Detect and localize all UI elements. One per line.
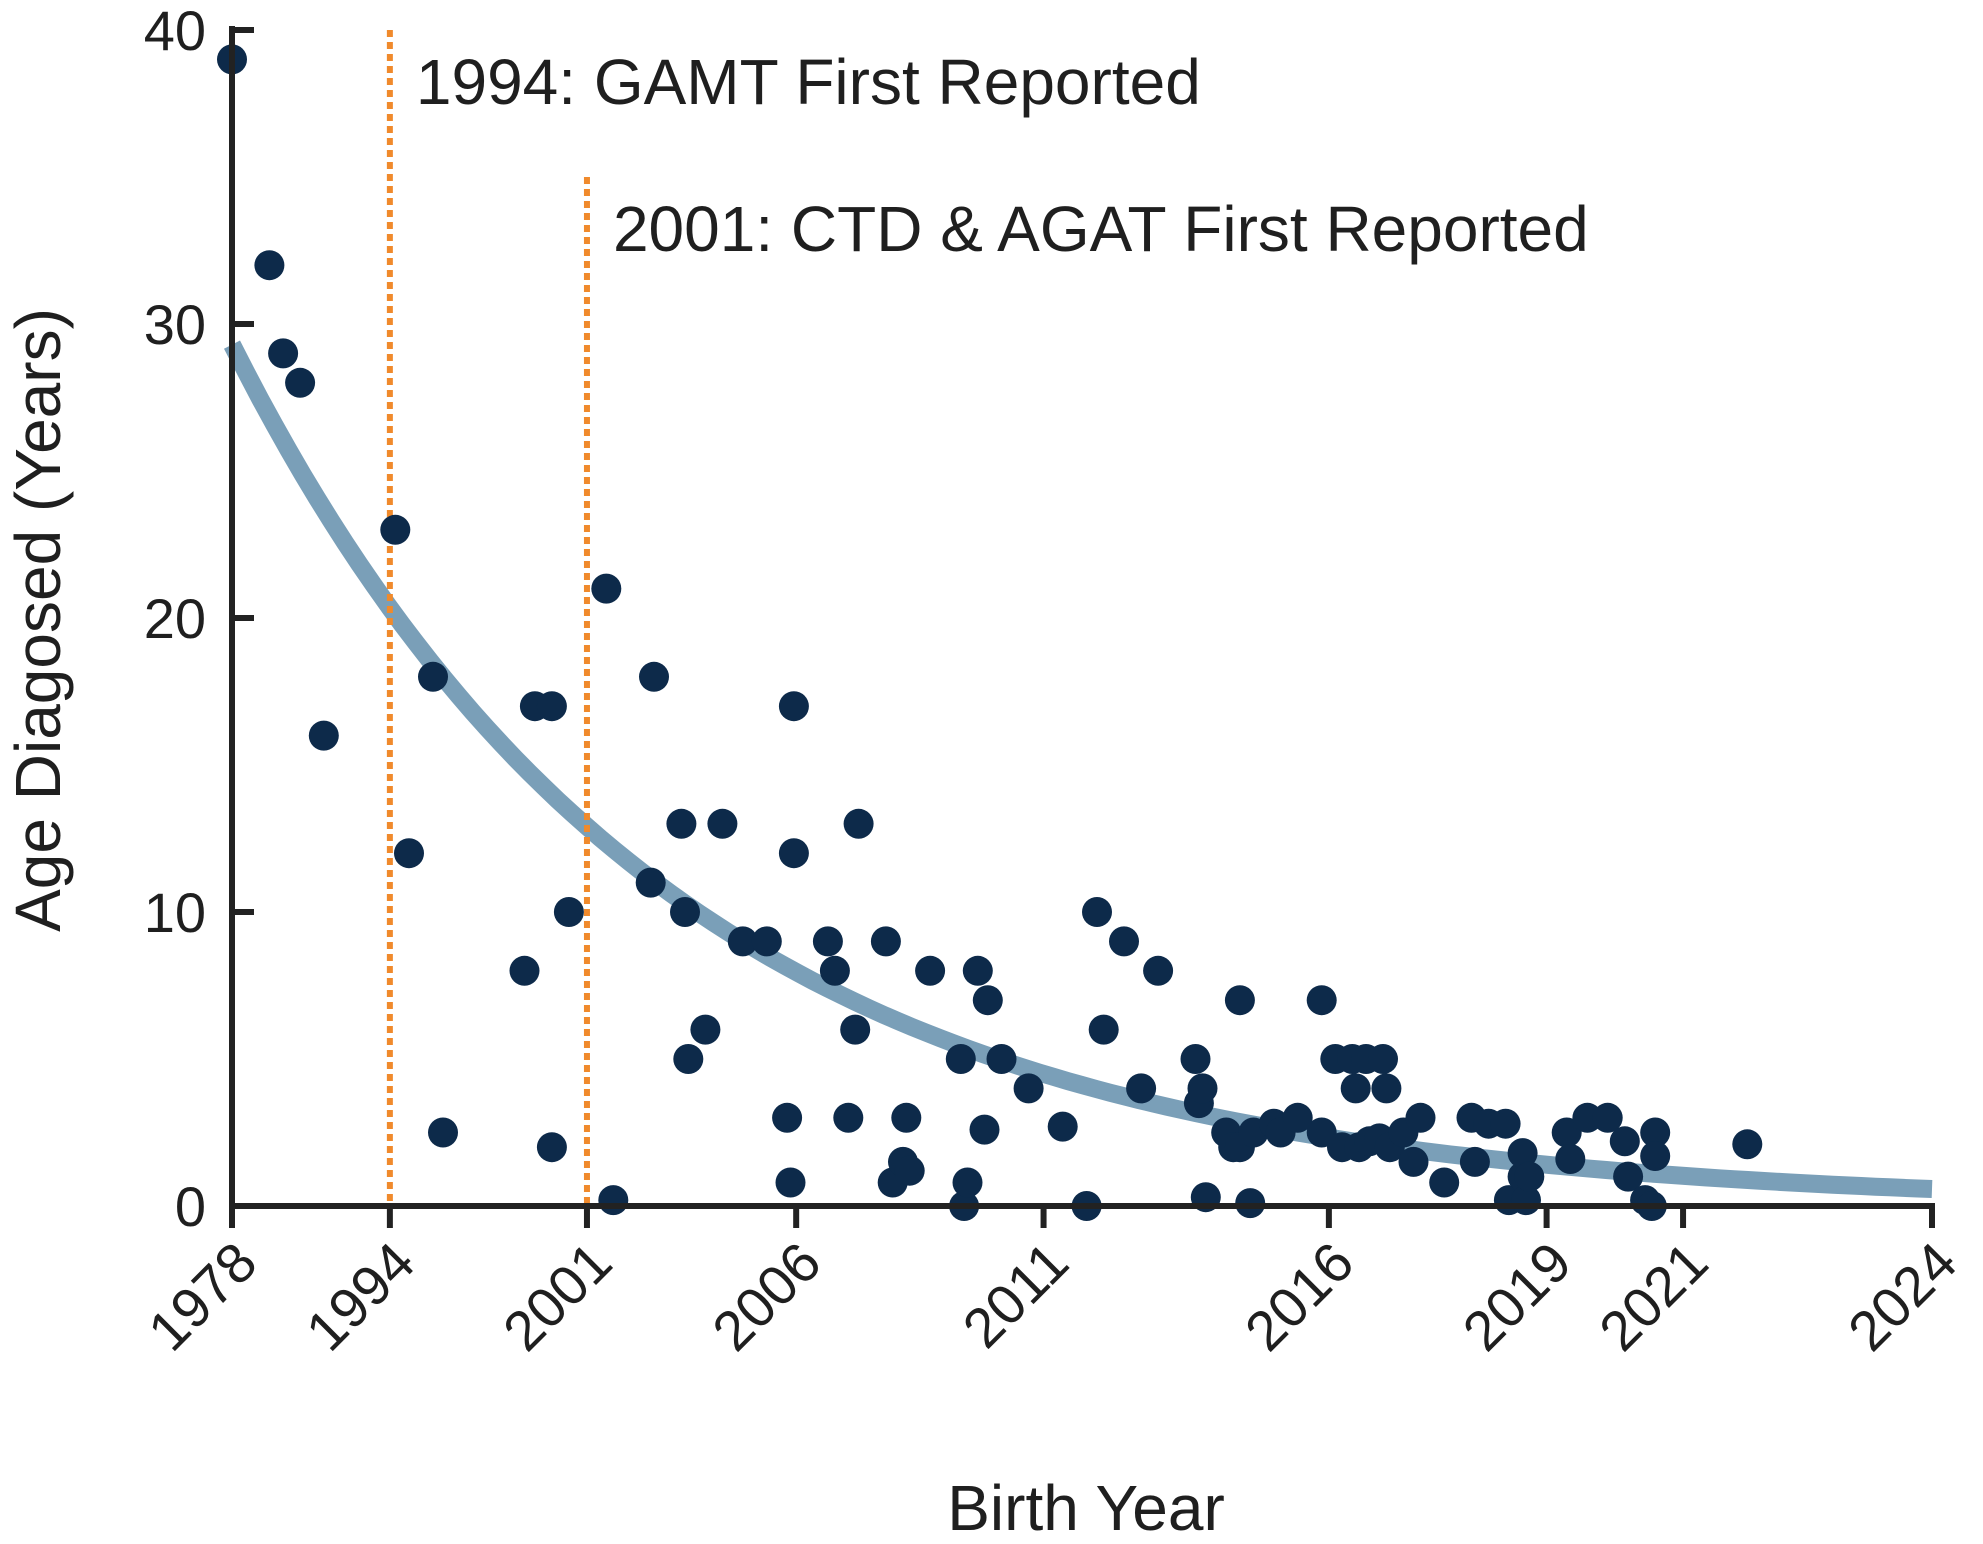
annotation-label-2: 2001: CTD & AGAT First Reported [613, 193, 1589, 265]
data-point [1180, 1044, 1211, 1074]
data-point [986, 1044, 1017, 1074]
data-point [380, 514, 411, 545]
x-tick-label: 1978 [136, 1230, 269, 1363]
x-tick-label: 2019 [1450, 1230, 1583, 1363]
data-point [1187, 1073, 1218, 1104]
data-point [894, 1155, 925, 1186]
y-tick-label: 0 [175, 1175, 206, 1238]
data-point [833, 1102, 864, 1133]
annotation-label-1: 1994: GAMT First Reported [416, 46, 1201, 118]
data-point [1490, 1108, 1521, 1139]
data-point [1459, 1146, 1490, 1177]
x-tick-label: 2024 [1836, 1230, 1969, 1363]
data-point [1398, 1146, 1429, 1177]
data-point [1371, 1073, 1402, 1104]
data-point [635, 867, 666, 898]
data-point [536, 691, 567, 722]
vline-layer [386, 30, 590, 1206]
point-layer [217, 44, 1763, 1221]
x-tick-label: 2021 [1587, 1230, 1720, 1363]
x-tick-label: 2006 [700, 1230, 833, 1363]
y-tick-label: 30 [144, 293, 206, 356]
data-point [891, 1102, 922, 1133]
data-point [1088, 1014, 1119, 1045]
data-point [1592, 1102, 1623, 1133]
data-point [775, 1167, 806, 1198]
data-point [639, 661, 669, 692]
data-point [1405, 1102, 1436, 1133]
data-point [1306, 985, 1337, 1016]
data-point [969, 1114, 1000, 1145]
data-point [1551, 1117, 1582, 1148]
y-tick-labels: 0 10 20 30 40 [144, 0, 206, 1238]
data-point [1732, 1129, 1763, 1160]
data-point [1640, 1117, 1671, 1148]
data-point [972, 985, 1003, 1016]
data-point [1340, 1073, 1371, 1104]
data-point [268, 338, 299, 369]
data-point [870, 926, 901, 957]
data-point [591, 573, 622, 604]
data-point [962, 955, 993, 986]
data-point [509, 955, 540, 986]
data-point [778, 838, 809, 869]
data-point [1555, 1144, 1586, 1174]
x-tick-label: 2001 [491, 1230, 624, 1363]
data-point [1640, 1141, 1671, 1171]
x-tick-label: 1994 [294, 1230, 427, 1363]
data-point [1429, 1167, 1460, 1198]
data-point [690, 1014, 721, 1045]
data-point [1368, 1044, 1398, 1074]
data-point [840, 1014, 871, 1045]
y-tick-label: 10 [144, 881, 206, 944]
data-point [553, 897, 584, 927]
data-point [1082, 897, 1112, 927]
data-point [670, 897, 700, 927]
data-point [673, 1044, 704, 1074]
data-point [1507, 1138, 1538, 1169]
data-point [727, 926, 758, 957]
data-point [1013, 1073, 1044, 1104]
x-axis-title: Birth Year [947, 1472, 1225, 1544]
fit-layer [223, 340, 1933, 1198]
data-point [751, 926, 782, 957]
y-axis-title: Age Diagosed (Years) [2, 308, 74, 932]
data-point [285, 367, 316, 398]
data-point [952, 1167, 983, 1198]
data-point [394, 838, 424, 869]
annotation-layer: 1994: GAMT First Reported 2001: CTD & AGA… [416, 46, 1589, 265]
data-point [945, 1044, 976, 1074]
y-tick-label: 20 [144, 587, 206, 650]
x-tick-labels: 1978 1994 2001 2006 2011 2016 2019 2021 2024 [136, 1230, 1969, 1363]
data-point [666, 808, 697, 839]
data-point [1126, 1073, 1157, 1104]
data-point [1143, 955, 1174, 986]
data-point [1514, 1161, 1545, 1192]
y-tick-label: 40 [144, 0, 206, 62]
axis-layer [229, 26, 1935, 1228]
data-point [915, 955, 946, 986]
data-point [536, 1132, 567, 1163]
data-point [843, 808, 874, 839]
x-tick-label: 2016 [1233, 1230, 1366, 1363]
data-point [1109, 926, 1139, 957]
data-point [254, 250, 285, 281]
data-point [1613, 1161, 1644, 1192]
data-point [428, 1117, 458, 1148]
fit-curve [223, 340, 1933, 1198]
data-point [1282, 1102, 1313, 1133]
data-point [1047, 1111, 1078, 1142]
data-point [772, 1102, 803, 1133]
data-point [707, 808, 738, 839]
data-point [1224, 985, 1255, 1016]
data-point [812, 926, 843, 957]
data-point [418, 661, 448, 692]
x-tick-label: 2011 [950, 1230, 1080, 1360]
data-point [778, 691, 809, 722]
data-point [819, 955, 850, 986]
data-point [308, 720, 339, 751]
data-point [1609, 1126, 1640, 1157]
data-point [598, 1185, 629, 1216]
